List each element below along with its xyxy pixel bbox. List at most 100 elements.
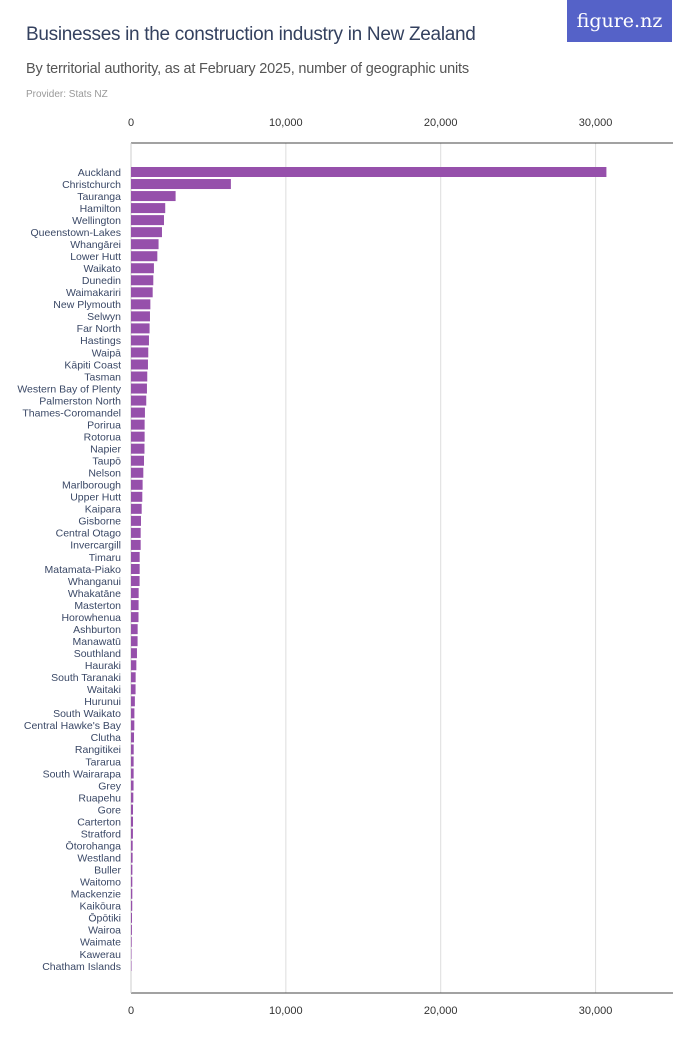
bar-lower-hutt <box>131 251 158 262</box>
bar-western-bay-of-plenty <box>131 383 147 394</box>
bar-wairoa <box>131 924 132 935</box>
bar-grey <box>131 780 134 791</box>
bar-south-taranaki <box>131 672 136 683</box>
category-label: Chatham Islands <box>42 961 121 973</box>
category-label: Porirua <box>87 419 121 431</box>
category-label: Dunedin <box>82 275 121 287</box>
bar-manawat- <box>131 636 138 647</box>
bar-invercargill <box>131 539 141 550</box>
category-label: Queenstown-Lakes <box>31 227 121 239</box>
category-label: Masterton <box>74 600 121 612</box>
bar-queenstown-lakes <box>131 227 162 238</box>
bar-masterton <box>131 600 139 611</box>
category-label: Manawatū <box>73 636 122 648</box>
category-label: Waitomo <box>80 877 121 889</box>
category-label: Ōtorohanga <box>66 840 122 852</box>
x-tick-label-bottom: 10,000 <box>269 1005 303 1017</box>
category-label: Gore <box>98 804 122 816</box>
category-label: Tasman <box>84 371 121 383</box>
category-label: Horowhenua <box>61 612 121 624</box>
bar-stratford <box>131 828 133 839</box>
category-label: Rangitikei <box>75 744 121 756</box>
category-label: Kāpiti Coast <box>64 359 121 371</box>
category-label: Waimate <box>80 937 121 949</box>
category-label: Ōpōtiki <box>88 913 121 925</box>
bar-whanganui <box>131 576 140 587</box>
category-label: Waipā <box>92 347 122 359</box>
category-label: Ruapehu <box>78 792 121 804</box>
category-label: Waikato <box>83 263 121 275</box>
bar-taup- <box>131 455 145 466</box>
bar-tasman <box>131 371 148 382</box>
category-label: New Plymouth <box>53 299 121 311</box>
category-label: Kaipara <box>85 504 121 516</box>
category-label: Whakatāne <box>68 588 121 600</box>
bar-carterton <box>131 816 134 827</box>
bar-hurunui <box>131 696 135 707</box>
bar-auckland <box>131 167 607 177</box>
bar-christchurch <box>131 179 231 190</box>
category-label: Waimakariri <box>66 287 121 299</box>
category-label: Matamata-Piako <box>45 564 122 576</box>
bar-gore <box>131 804 134 815</box>
bar-horowhenua <box>131 612 139 623</box>
category-label: Western Bay of Plenty <box>17 383 121 395</box>
bar-buller <box>131 864 133 875</box>
bar-gisborne <box>131 515 141 526</box>
figure-nz-logo[interactable]: figure.nz <box>567 0 672 42</box>
x-tick-label-bottom: 30,000 <box>579 1005 613 1017</box>
bar-waikato <box>131 263 154 274</box>
category-label: Ashburton <box>73 624 121 636</box>
bar-tauranga <box>131 191 176 202</box>
category-label: Gisborne <box>78 516 121 528</box>
bar-central-hawke-s-bay <box>131 720 135 731</box>
category-label: South Waikato <box>53 708 121 720</box>
category-label: Christchurch <box>62 179 121 191</box>
bar-waip- <box>131 347 149 358</box>
bar-marlborough <box>131 479 143 490</box>
category-label: Tauranga <box>77 191 121 203</box>
category-label: Whangārei <box>70 239 121 251</box>
x-tick-label-top: 20,000 <box>424 117 458 129</box>
bar-ashburton <box>131 624 138 635</box>
category-label: Upper Hutt <box>70 492 121 504</box>
x-tick-label-bottom: 0 <box>128 1005 134 1017</box>
category-label: South Taranaki <box>51 672 121 684</box>
bar-porirua <box>131 419 145 430</box>
category-label: Kawerau <box>80 949 122 961</box>
category-label: Rotorua <box>84 431 122 443</box>
category-label: Central Hawke's Bay <box>24 720 122 732</box>
bar-chatham-islands <box>131 960 132 971</box>
category-label: Napier <box>90 443 121 455</box>
category-label: Hamilton <box>80 203 122 215</box>
provider-text: Provider: Stats NZ <box>26 89 108 100</box>
bar--torohanga <box>131 840 133 851</box>
bar-selwyn <box>131 311 150 322</box>
category-label: Buller <box>94 865 121 877</box>
category-label: Carterton <box>77 816 121 828</box>
category-label: Far North <box>77 323 122 335</box>
bar-south-wairarapa <box>131 768 134 779</box>
bar-kawerau <box>131 948 132 959</box>
bar-new-plymouth <box>131 299 151 310</box>
category-label: Whanganui <box>68 576 121 588</box>
category-label: Kaikōura <box>80 901 122 913</box>
x-tick-label-top: 0 <box>128 117 134 129</box>
bar-waimate <box>131 936 132 947</box>
category-label: Nelson <box>88 468 121 480</box>
bar-rangitikei <box>131 744 134 755</box>
bar-far-north <box>131 323 150 334</box>
bar-napier <box>131 443 145 454</box>
bar-hamilton <box>131 203 166 214</box>
category-label: Lower Hutt <box>70 251 121 263</box>
category-label: Mackenzie <box>71 889 121 901</box>
x-tick-label-bottom: 20,000 <box>424 1005 458 1017</box>
bar-rotorua <box>131 431 145 442</box>
bar-hauraki <box>131 660 137 671</box>
category-label: Hurunui <box>84 696 121 708</box>
category-label: Westland <box>77 853 121 865</box>
bar-waimakariri <box>131 287 153 298</box>
bar-upper-hutt <box>131 491 143 502</box>
x-tick-label-top: 30,000 <box>579 117 613 129</box>
